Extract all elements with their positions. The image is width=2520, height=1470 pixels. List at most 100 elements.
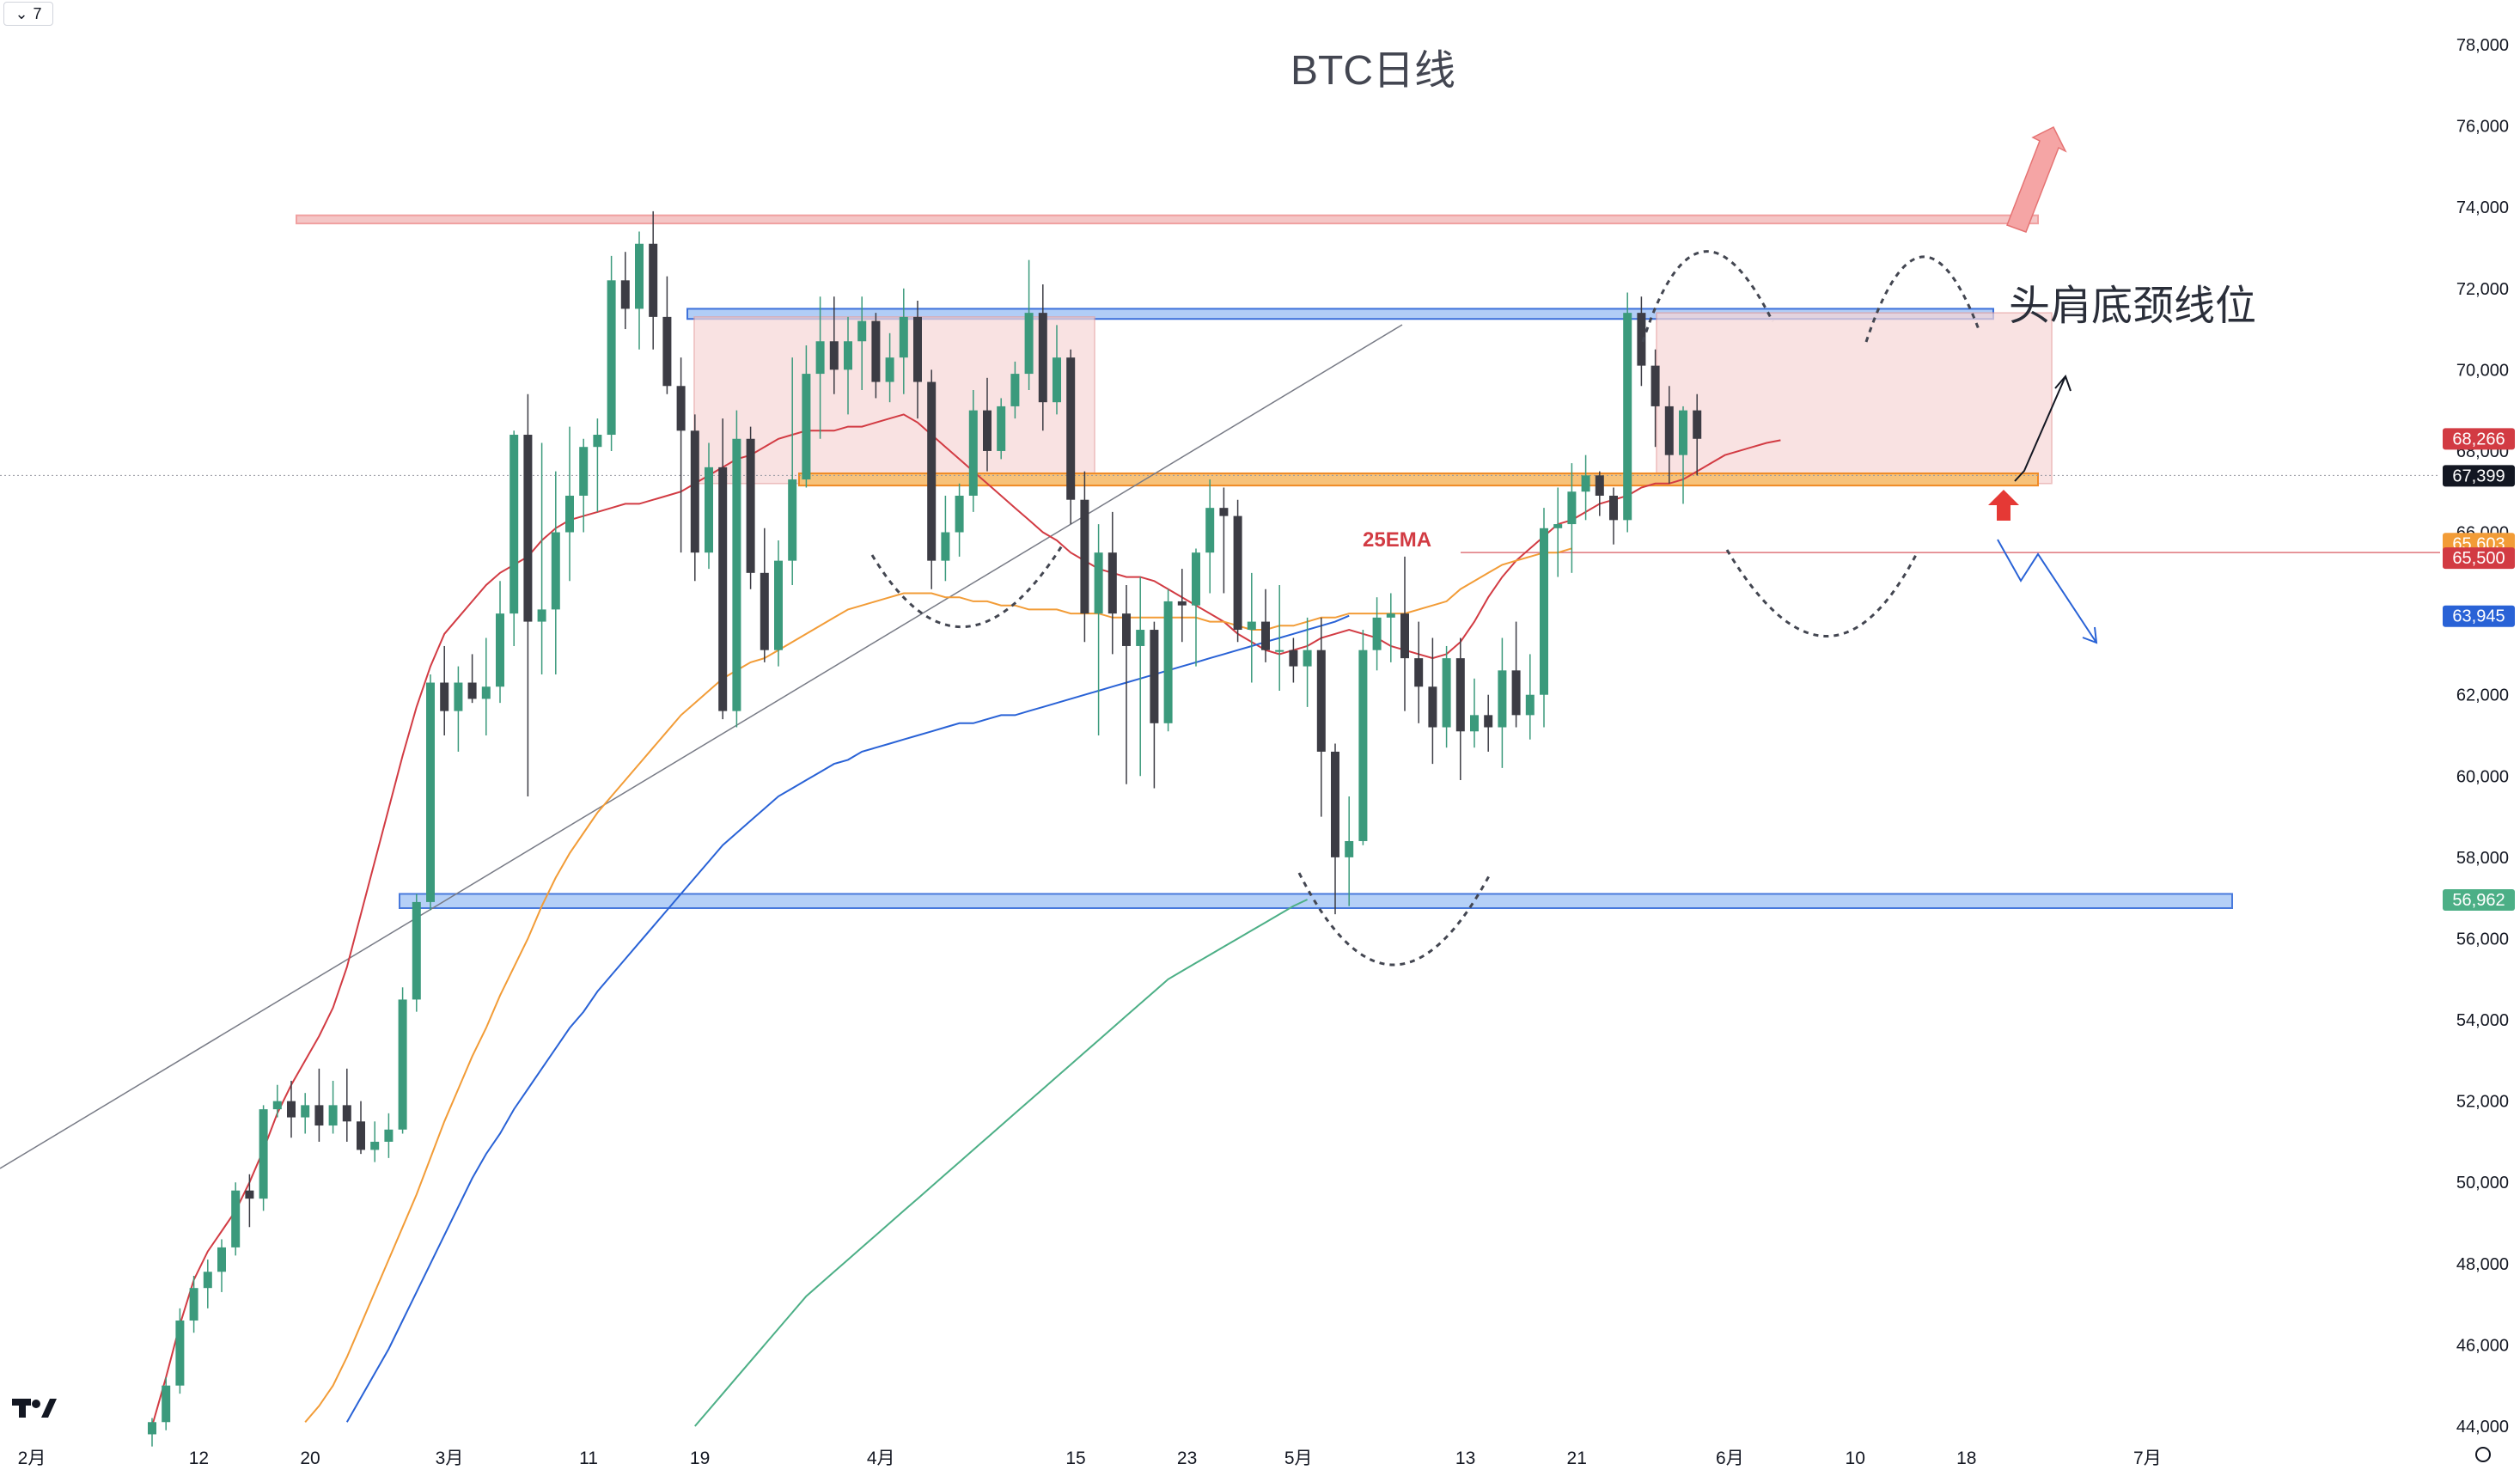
ema-lines (151, 413, 1781, 1427)
candle-body (1609, 495, 1618, 521)
candle-body (467, 682, 477, 699)
candle (620, 252, 630, 330)
candle (844, 316, 852, 415)
candle (718, 418, 728, 720)
candle (1595, 471, 1604, 516)
candle-body (1331, 751, 1339, 857)
candle (1553, 487, 1563, 577)
interval-selector[interactable]: ⌄ 7 (3, 2, 53, 26)
y-tick-label: 50,000 (2456, 1174, 2509, 1192)
candle-body (217, 1247, 226, 1272)
candle-body (1455, 658, 1465, 732)
candle-body (1261, 621, 1270, 650)
candle-body (1053, 357, 1061, 403)
candle (746, 426, 755, 589)
price-axis[interactable]: 44,000 46,000 48,000 50,000 52,000 54,000 56,0… (2456, 36, 2509, 1436)
candle-body (1150, 630, 1159, 723)
support-zone-orange (798, 472, 2039, 487)
candle-body (1038, 313, 1047, 403)
candle-body (1289, 650, 1298, 667)
x-tick-label: 21 (1567, 1449, 1587, 1468)
candle-body (1428, 686, 1437, 728)
candle (1177, 569, 1187, 643)
ema-series-0 (151, 413, 1781, 1427)
candle (509, 430, 519, 646)
candle-body (370, 1141, 380, 1150)
ema-series-3 (694, 899, 1309, 1427)
ema-series-2 (345, 614, 1350, 1423)
candle (1163, 589, 1173, 732)
x-tick-label: 7月 (2133, 1449, 2162, 1468)
bearish-arrowhead (2082, 626, 2098, 644)
price-badge: 68,266 (2443, 428, 2515, 450)
candle (272, 1084, 282, 1118)
bullish-arrowhead (2054, 375, 2072, 392)
candle (1094, 524, 1103, 735)
price-badge-bg (2443, 547, 2515, 570)
candle (412, 894, 421, 1012)
candle (245, 1174, 254, 1228)
price-badge-label: 65,500 (2452, 549, 2505, 568)
candle-body (829, 341, 839, 370)
price-badge: 63,945 (2443, 605, 2515, 627)
candle-body (941, 532, 950, 561)
candle (913, 300, 922, 419)
candle-body (175, 1321, 185, 1386)
candle (1484, 694, 1493, 752)
candle-body (718, 467, 728, 711)
price-badge-label: 63,945 (2452, 607, 2505, 626)
x-tick-label: 19 (690, 1449, 710, 1468)
candle-body (1623, 313, 1632, 521)
y-tick-label: 62,000 (2456, 686, 2509, 705)
candle (1623, 292, 1632, 533)
candle (1192, 548, 1200, 667)
tradingview-logo[interactable] (12, 1399, 57, 1418)
candle (1637, 296, 1646, 387)
time-axis[interactable]: 2月 12 20 3月 11 19 4月 15 23 5月 13 21 6月 10 18 7月 (18, 1447, 2491, 1468)
candle (523, 393, 533, 796)
price-badge: 56,962 (2443, 888, 2515, 911)
ema-label: 25EMA (1363, 528, 1431, 552)
candle (815, 296, 825, 439)
x-tick-label: 6月 (1716, 1449, 1744, 1468)
x-tick-label: 2月 (18, 1449, 46, 1468)
candle-body (426, 682, 435, 902)
price-badge-bg (2443, 465, 2515, 487)
candle-body (203, 1272, 212, 1289)
candle (1136, 576, 1145, 777)
candle-body (1066, 357, 1076, 500)
candle (1414, 621, 1424, 723)
y-tick-label: 44,000 (2456, 1418, 2509, 1436)
y-tick-label: 74,000 (2456, 198, 2509, 217)
candle-body (705, 467, 713, 553)
price-badge-label: 67,399 (2452, 467, 2505, 485)
candle (1442, 645, 1451, 748)
x-tick-label: 11 (579, 1449, 598, 1468)
x-tick-label: 12 (189, 1449, 209, 1468)
chart-title: BTC日线 (1291, 48, 1455, 94)
candle-body (1275, 650, 1284, 652)
x-tick-label: 15 (1065, 1449, 1085, 1468)
candle (384, 1113, 394, 1158)
candle (1275, 585, 1284, 691)
candle (1525, 654, 1535, 740)
candle (1010, 361, 1020, 419)
candle (1679, 406, 1687, 504)
candle-body (788, 479, 797, 561)
candle (1693, 393, 1702, 476)
resistance-zone-top (296, 214, 2039, 225)
candle (1122, 585, 1131, 784)
candle-body (1177, 601, 1187, 606)
candle-body (357, 1121, 365, 1150)
candle (968, 390, 978, 512)
left-shoulder-arc (870, 542, 1065, 629)
candle-body (314, 1105, 324, 1126)
candle (1038, 284, 1047, 431)
candle-body (1637, 313, 1646, 366)
candle (662, 276, 672, 394)
candle (1470, 678, 1479, 748)
y-tick-label: 60,000 (2456, 767, 2509, 786)
candle-body (579, 447, 589, 496)
